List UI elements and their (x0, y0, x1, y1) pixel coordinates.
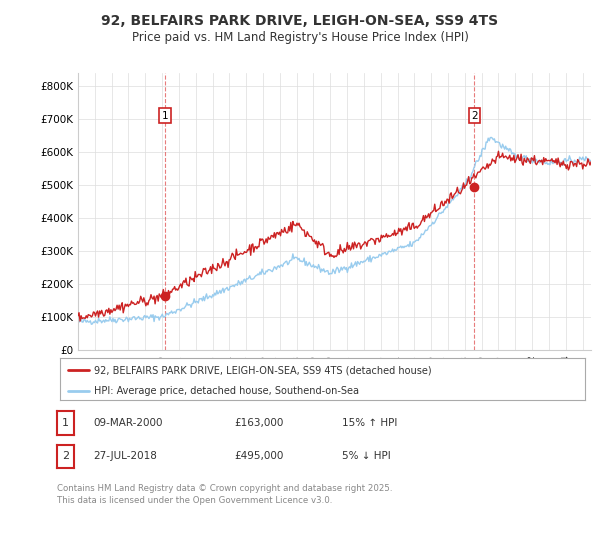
Text: 15% ↑ HPI: 15% ↑ HPI (342, 418, 397, 428)
Text: 5% ↓ HPI: 5% ↓ HPI (342, 451, 391, 461)
Text: £163,000: £163,000 (234, 418, 283, 428)
Text: £495,000: £495,000 (234, 451, 283, 461)
Text: 27-JUL-2018: 27-JUL-2018 (93, 451, 157, 461)
Text: 09-MAR-2000: 09-MAR-2000 (93, 418, 163, 428)
Text: Price paid vs. HM Land Registry's House Price Index (HPI): Price paid vs. HM Land Registry's House … (131, 31, 469, 44)
Text: 92, BELFAIRS PARK DRIVE, LEIGH-ON-SEA, SS9 4TS (detached house): 92, BELFAIRS PARK DRIVE, LEIGH-ON-SEA, S… (94, 365, 432, 375)
Text: 2: 2 (62, 451, 69, 461)
Text: Contains HM Land Registry data © Crown copyright and database right 2025.
This d: Contains HM Land Registry data © Crown c… (57, 484, 392, 505)
Text: 1: 1 (62, 418, 69, 428)
Text: 1: 1 (162, 111, 169, 121)
Text: 92, BELFAIRS PARK DRIVE, LEIGH-ON-SEA, SS9 4TS: 92, BELFAIRS PARK DRIVE, LEIGH-ON-SEA, S… (101, 14, 499, 28)
Text: HPI: Average price, detached house, Southend-on-Sea: HPI: Average price, detached house, Sout… (94, 386, 359, 396)
Text: 2: 2 (471, 111, 478, 121)
